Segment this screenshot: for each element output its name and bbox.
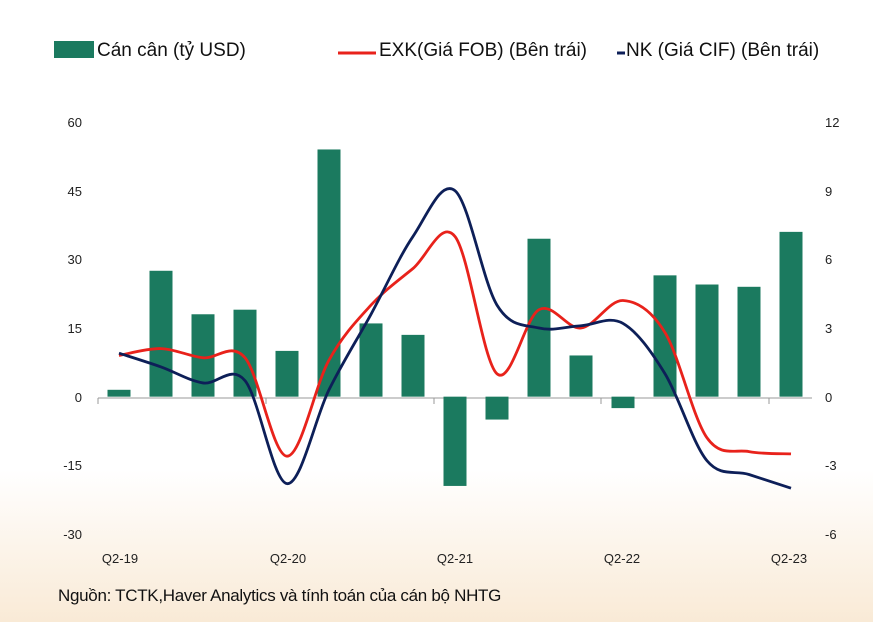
legend: Cán cân (tỷ USD) EXK(Giá FOB) (Bên trái)… bbox=[54, 40, 819, 61]
balance-bar bbox=[695, 284, 719, 397]
x-tick-label: Q2-22 bbox=[604, 551, 640, 566]
legend-label-exports: EXK(Giá FOB) (Bên trái) bbox=[379, 40, 587, 61]
balance-bar bbox=[737, 286, 761, 397]
right-tick: 0 bbox=[825, 390, 832, 405]
right-tick: 9 bbox=[825, 184, 832, 199]
right-tick: 12 bbox=[825, 115, 839, 130]
balance-bar bbox=[191, 314, 215, 397]
legend-label-imports: NK (Giá CIF) (Bên trái) bbox=[626, 40, 819, 61]
balance-bar bbox=[443, 396, 467, 486]
right-tick: 3 bbox=[825, 321, 832, 336]
balance-bar bbox=[275, 350, 299, 397]
right-tick: 6 bbox=[825, 252, 832, 267]
x-tick-label: Q2-21 bbox=[437, 551, 473, 566]
balance-bar bbox=[107, 389, 131, 397]
left-tick: -15 bbox=[63, 458, 82, 473]
chart: Cán cân (tỷ USD) EXK(Giá FOB) (Bên trái)… bbox=[54, 40, 839, 566]
right-tick: -6 bbox=[825, 527, 837, 542]
left-tick: -30 bbox=[63, 527, 82, 542]
imports-line bbox=[118, 187, 792, 490]
balance-bar bbox=[779, 231, 803, 397]
left-tick: 30 bbox=[68, 252, 82, 267]
legend-swatch-balance bbox=[54, 41, 94, 58]
left-tick: 45 bbox=[68, 184, 82, 199]
balance-bar bbox=[569, 355, 593, 397]
x-tick-label: Q2-20 bbox=[270, 551, 306, 566]
balance-bar bbox=[317, 149, 341, 397]
balance-bar bbox=[359, 323, 383, 397]
left-tick: 60 bbox=[68, 115, 82, 130]
balance-bar bbox=[401, 334, 425, 397]
balance-bars bbox=[107, 149, 803, 486]
balance-bar bbox=[611, 396, 635, 409]
x-tick-label: Q2-23 bbox=[771, 551, 807, 566]
left-tick: 0 bbox=[75, 390, 82, 405]
right-axis: 12 9 6 3 0 -3 -6 bbox=[825, 115, 839, 542]
left-axis: 60 45 30 15 0 -15 -30 bbox=[63, 115, 82, 542]
left-tick: 15 bbox=[68, 321, 82, 336]
right-tick: -3 bbox=[825, 458, 837, 473]
x-axis: Q2-19 Q2-20 Q2-21 Q2-22 Q2-23 bbox=[97, 398, 807, 566]
legend-label-balance: Cán cân (tỷ USD) bbox=[97, 40, 246, 61]
balance-bar bbox=[527, 238, 551, 397]
balance-bar bbox=[653, 275, 677, 397]
x-tick-label: Q2-19 bbox=[102, 551, 138, 566]
exports-line bbox=[118, 230, 792, 458]
balance-bar bbox=[485, 396, 509, 420]
balance-bar bbox=[149, 270, 173, 397]
source-note: Nguồn: TCTK,Haver Analytics và tính toán… bbox=[58, 586, 502, 605]
